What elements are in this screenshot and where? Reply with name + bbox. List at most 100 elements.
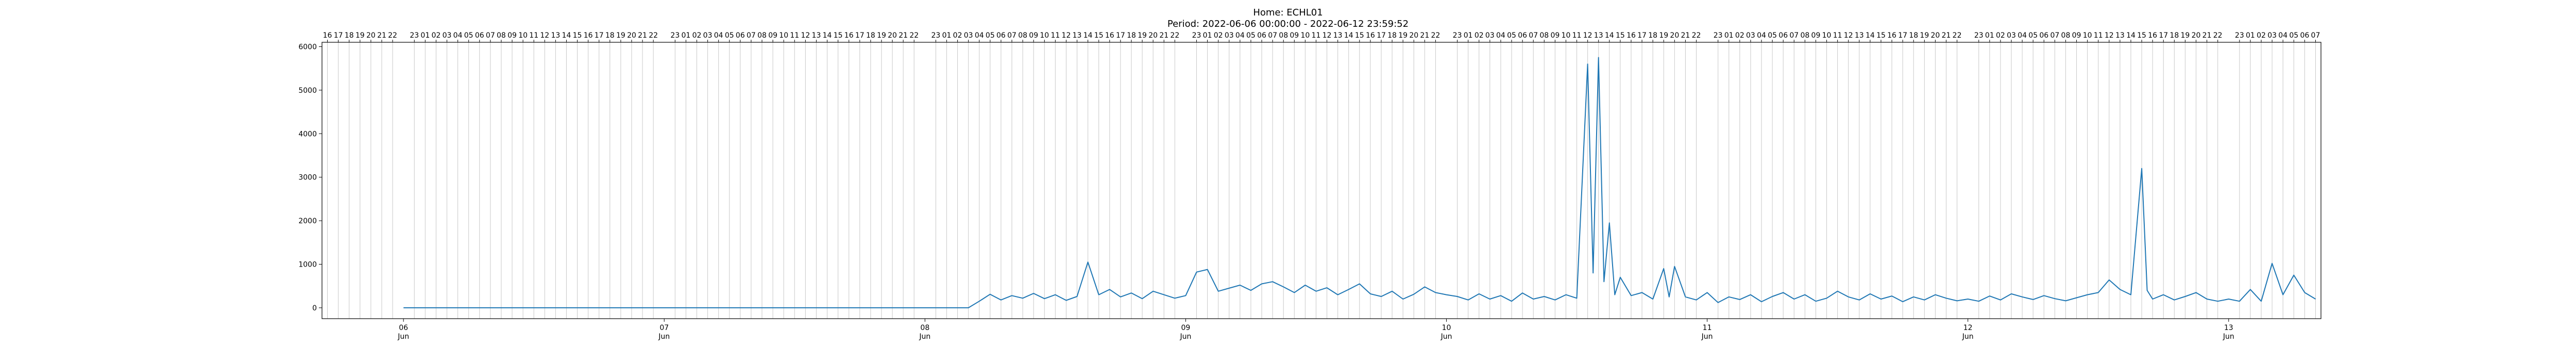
- top-hour-label: 11: [1833, 31, 1842, 40]
- top-hour-label: 07: [1268, 31, 1277, 40]
- top-hour-label: 23: [1453, 31, 1462, 40]
- top-hour-label: 14: [1866, 31, 1875, 40]
- chart-title: Home: ECHL01: [1253, 7, 1323, 18]
- top-hour-label: 09: [507, 31, 517, 40]
- top-hour-label: 10: [1040, 31, 1049, 40]
- top-hour-label: 19: [2180, 31, 2190, 40]
- top-hour-label: 02: [1735, 31, 1744, 40]
- top-hour-label: 22: [1692, 31, 1701, 40]
- top-hour-label: 01: [420, 31, 430, 40]
- x-tick-month-label: Jun: [1962, 333, 1974, 341]
- top-hour-label: 12: [1583, 31, 1592, 40]
- top-hour-label: 02: [692, 31, 702, 40]
- top-hour-label: 12: [1062, 31, 1071, 40]
- top-hour-label: 16: [584, 31, 593, 40]
- top-hour-label: 23: [1714, 31, 1723, 40]
- x-tick-month-label: Jun: [658, 333, 670, 341]
- top-hour-label: 07: [1529, 31, 1538, 40]
- top-hour-label: 20: [366, 31, 376, 40]
- top-hour-label: 04: [2278, 31, 2287, 40]
- x-tick-month-label: Jun: [1440, 333, 1452, 341]
- top-hour-label: 11: [790, 31, 799, 40]
- top-hour-label: 03: [964, 31, 973, 40]
- top-hour-label: 15: [2137, 31, 2146, 40]
- top-hour-label: 04: [714, 31, 723, 40]
- top-hour-label: 05: [1507, 31, 1516, 40]
- top-hour-label: 20: [627, 31, 636, 40]
- top-hour-label: 07: [2050, 31, 2059, 40]
- top-hour-label: 21: [1420, 31, 1429, 40]
- top-hour-label: 21: [1681, 31, 1690, 40]
- top-hour-label: 16: [844, 31, 854, 40]
- y-tick-label: 5000: [298, 87, 317, 95]
- top-hour-label: 13: [551, 31, 560, 40]
- top-hour-label: 12: [2105, 31, 2114, 40]
- top-hour-label: 19: [1920, 31, 1929, 40]
- top-hour-label: 01: [1985, 31, 1994, 40]
- top-hour-label: 03: [703, 31, 713, 40]
- top-hour-label: 11: [1572, 31, 1582, 40]
- x-tick-day-label: 09: [1181, 324, 1190, 332]
- top-hour-label: 11: [1312, 31, 1321, 40]
- series-group: [403, 57, 2316, 308]
- top-hour-label: 08: [497, 31, 506, 40]
- top-hour-label: 03: [2267, 31, 2277, 40]
- top-hour-label: 06: [736, 31, 745, 40]
- top-hour-label: 07: [1789, 31, 1799, 40]
- top-hour-label: 20: [1148, 31, 1158, 40]
- top-hour-label: 08: [1539, 31, 1549, 40]
- top-hour-label: 18: [605, 31, 615, 40]
- top-hour-label: 12: [1844, 31, 1853, 40]
- top-hour-label: 09: [768, 31, 777, 40]
- top-hour-label: 03: [1225, 31, 1234, 40]
- top-hour-label: 05: [464, 31, 473, 40]
- top-hour-label: 16: [1366, 31, 1375, 40]
- top-hour-label: 01: [1203, 31, 1212, 40]
- top-hour-label: 01: [1464, 31, 1473, 40]
- top-hour-label: 21: [2202, 31, 2212, 40]
- top-hour-label: 07: [2311, 31, 2320, 40]
- top-hour-label: 09: [1550, 31, 1560, 40]
- series-line: [403, 57, 2316, 308]
- plot-frame: [321, 42, 2321, 319]
- top-hour-label: 02: [431, 31, 440, 40]
- y-tick-label: 6000: [298, 43, 317, 51]
- top-hour-label: 19: [877, 31, 886, 40]
- x-tick-month-label: Jun: [1179, 333, 1191, 341]
- top-hour-label: 06: [2300, 31, 2309, 40]
- top-hour-label: 13: [1594, 31, 1603, 40]
- top-hour-label: 06: [996, 31, 1006, 40]
- top-hour-label: 02: [1475, 31, 1484, 40]
- top-hour-label: 13: [812, 31, 821, 40]
- top-hour-label: 22: [388, 31, 397, 40]
- top-hour-label: 02: [953, 31, 962, 40]
- top-hour-label: 10: [1822, 31, 1832, 40]
- top-hour-label: 17: [1898, 31, 1907, 40]
- top-hour-label: 16: [323, 31, 332, 40]
- y-tick-label: 3000: [298, 174, 317, 182]
- y-axis: 0 1000 2000 3000 4000 5000 6000: [298, 43, 322, 312]
- top-hour-label: 19: [1659, 31, 1668, 40]
- top-hour-label: 13: [1073, 31, 1082, 40]
- top-hour-label: 18: [1648, 31, 1657, 40]
- top-hour-label: 03: [1746, 31, 1755, 40]
- top-hour-label: 21: [377, 31, 386, 40]
- top-hour-label: 05: [1768, 31, 1777, 40]
- top-hour-label: 14: [823, 31, 832, 40]
- top-hour-label: 14: [1344, 31, 1353, 40]
- top-hour-label: 23: [1974, 31, 1984, 40]
- x-tick-day-label: 11: [1703, 324, 1712, 332]
- top-hour-label: 23: [410, 31, 419, 40]
- top-hour-label: 01: [942, 31, 952, 40]
- top-hour-axis: 16 17 18 19 20 21 22 23 01 02 03 04 05 06 07 08 09 10 11 12…: [323, 31, 2320, 42]
- top-hour-label: 19: [355, 31, 365, 40]
- x-tick-day-label: 10: [1442, 324, 1451, 332]
- top-hour-label: 05: [1246, 31, 1256, 40]
- top-hour-label: 19: [1138, 31, 1147, 40]
- top-hour-label: 06: [1778, 31, 1788, 40]
- top-hour-label: 08: [757, 31, 767, 40]
- top-hour-label: 20: [888, 31, 897, 40]
